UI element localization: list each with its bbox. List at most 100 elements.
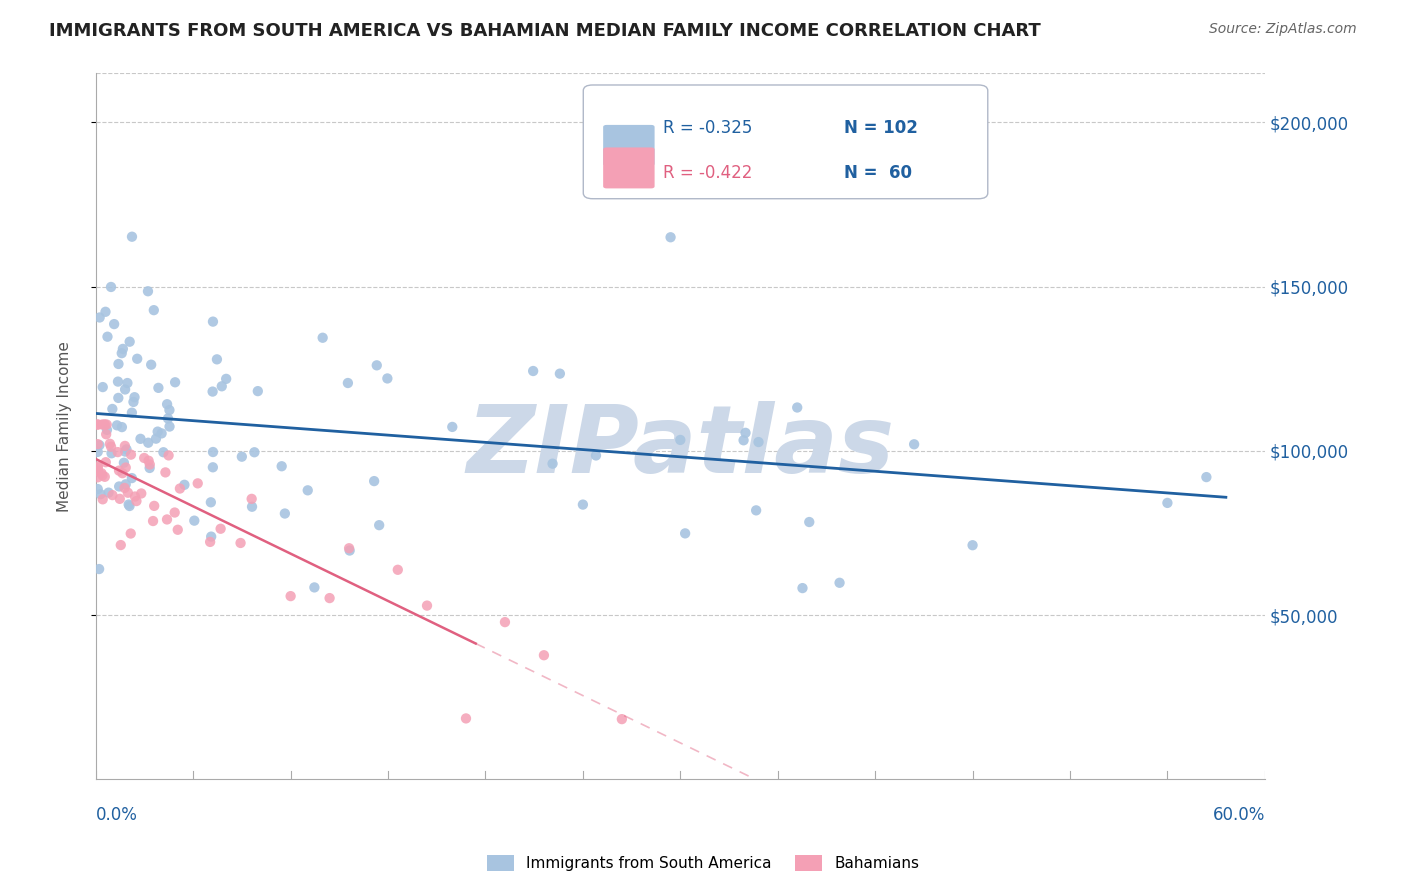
Point xyxy=(87,417,110,432)
Point xyxy=(115,442,138,457)
Point xyxy=(828,575,851,590)
Point xyxy=(745,503,768,517)
Point xyxy=(152,445,174,459)
Point xyxy=(118,334,141,349)
Point xyxy=(201,460,224,475)
Point xyxy=(114,439,136,453)
Point xyxy=(962,538,984,552)
Text: ZIPatlas: ZIPatlas xyxy=(467,401,894,493)
Point xyxy=(121,471,143,485)
Point xyxy=(87,464,110,478)
Point xyxy=(114,460,136,475)
Point xyxy=(111,466,134,480)
Point xyxy=(198,535,221,549)
FancyBboxPatch shape xyxy=(603,147,655,188)
Point xyxy=(120,526,142,541)
Point xyxy=(582,171,605,186)
Point xyxy=(91,417,114,432)
Point xyxy=(165,376,187,390)
Point xyxy=(1195,470,1218,484)
Point xyxy=(246,384,269,398)
Point xyxy=(240,491,263,506)
Point xyxy=(87,464,110,478)
Point xyxy=(120,448,142,462)
Point xyxy=(159,403,181,417)
Point xyxy=(114,444,136,458)
Point xyxy=(585,449,607,463)
Point xyxy=(107,357,129,371)
Point xyxy=(1156,496,1178,510)
Point xyxy=(110,538,132,552)
Point xyxy=(187,476,209,491)
Point xyxy=(143,499,166,513)
Point xyxy=(231,450,253,464)
Point xyxy=(94,305,117,319)
Point xyxy=(368,518,391,533)
Point xyxy=(903,437,925,451)
Point xyxy=(139,458,162,472)
Point xyxy=(673,526,696,541)
Point xyxy=(87,482,110,496)
Point xyxy=(142,303,165,318)
Text: Source: ZipAtlas.com: Source: ZipAtlas.com xyxy=(1209,22,1357,37)
Point xyxy=(94,417,117,432)
Point xyxy=(108,479,131,493)
Point xyxy=(183,514,205,528)
Point xyxy=(94,470,117,484)
Point xyxy=(363,474,385,488)
Point xyxy=(201,445,224,459)
Point xyxy=(733,434,755,448)
FancyBboxPatch shape xyxy=(603,125,655,166)
Point xyxy=(522,364,544,378)
Point xyxy=(610,712,633,726)
Point xyxy=(121,229,143,244)
Point xyxy=(100,440,122,454)
Point xyxy=(118,498,141,512)
Point xyxy=(311,331,333,345)
Point xyxy=(747,435,769,450)
Point xyxy=(572,498,595,512)
Point xyxy=(304,581,326,595)
Point xyxy=(377,371,399,385)
Point xyxy=(339,543,361,558)
Point xyxy=(533,648,555,663)
Point xyxy=(799,515,821,529)
Point xyxy=(243,445,266,459)
Point xyxy=(155,466,177,480)
Point xyxy=(129,486,152,500)
Point xyxy=(101,401,124,416)
Point xyxy=(145,432,167,446)
Point xyxy=(87,445,110,459)
Point xyxy=(96,329,118,343)
Point xyxy=(200,495,222,509)
Point xyxy=(91,380,114,394)
Point xyxy=(336,376,359,390)
Point xyxy=(138,454,160,468)
Point xyxy=(274,507,297,521)
Text: R = -0.325: R = -0.325 xyxy=(662,119,752,136)
Point xyxy=(89,310,111,325)
Point xyxy=(101,488,124,502)
Text: 0.0%: 0.0% xyxy=(96,806,138,824)
Point xyxy=(318,591,340,606)
Point xyxy=(441,420,464,434)
Point xyxy=(87,437,110,451)
Point xyxy=(786,401,808,415)
Point xyxy=(173,477,195,491)
Point xyxy=(240,500,263,514)
Point xyxy=(141,358,163,372)
Point xyxy=(156,397,179,411)
Point xyxy=(205,352,228,367)
Text: N = 102: N = 102 xyxy=(844,119,918,136)
Point xyxy=(111,420,134,434)
Point xyxy=(201,315,224,329)
Point xyxy=(201,384,224,399)
Point xyxy=(87,460,110,475)
Point xyxy=(124,390,146,404)
Point xyxy=(87,417,110,432)
Point xyxy=(91,468,114,483)
Point xyxy=(150,426,173,441)
Point xyxy=(107,445,129,459)
Point xyxy=(114,477,136,491)
Point xyxy=(169,482,191,496)
